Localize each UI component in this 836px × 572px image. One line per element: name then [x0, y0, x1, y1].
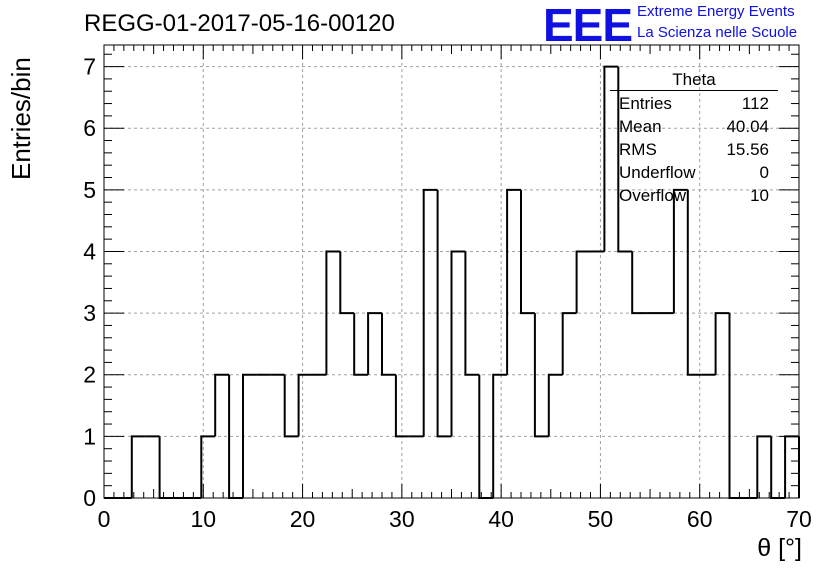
histogram-bin	[158, 436, 174, 499]
x-tick-label: 20	[290, 506, 316, 532]
eee-logo: EEE	[543, 0, 633, 51]
stats-value: 112	[741, 94, 769, 113]
logo-line-2: La Scienza nelle Scuole	[637, 24, 798, 41]
histogram-bin	[520, 189, 535, 315]
histogram-bin	[353, 313, 369, 376]
histogram-bin	[561, 312, 577, 375]
logo-line-1: Extreme Energy Events	[637, 3, 795, 20]
histogram-bin	[784, 435, 799, 498]
y-tick-label: 5	[83, 177, 96, 203]
y-axis-label: Entries/bin	[6, 57, 36, 180]
x-tick-label: 70	[786, 506, 812, 532]
y-tick-label: 2	[83, 362, 96, 388]
y-tick-label: 0	[83, 485, 96, 511]
histogram-bars	[104, 65, 800, 499]
histogram-bin	[381, 313, 396, 376]
stats-label: Mean	[619, 117, 662, 136]
stats-value: 10	[750, 186, 769, 205]
y-tick-label: 1	[83, 423, 96, 449]
histogram-bin	[325, 250, 341, 375]
tick-labels: 0 10 20 30 40 50 60 70 0 1 2 3 4 5 6 7	[83, 54, 812, 532]
histogram-bin	[492, 373, 508, 498]
histogram-bin	[450, 250, 466, 437]
axes	[103, 44, 800, 499]
x-tick-label: 40	[488, 506, 514, 532]
histogram-bin	[575, 250, 591, 314]
stats-label: Entries	[619, 94, 672, 113]
histogram-bin	[394, 374, 410, 438]
histogram-bin	[672, 188, 688, 314]
histogram-bin	[422, 188, 438, 437]
stats-label: Underflow	[619, 163, 696, 182]
histogram-bin	[631, 251, 647, 315]
x-tick-label: 30	[389, 506, 415, 532]
histogram-bin	[464, 251, 480, 376]
histogram-bin	[617, 66, 633, 253]
x-tick-label: 60	[687, 506, 713, 532]
y-tick-label: 3	[83, 300, 96, 326]
stats-value: 0	[759, 163, 769, 182]
histogram-bin	[686, 189, 702, 376]
histogram-bin	[214, 373, 230, 437]
stats-value: 15.56	[726, 140, 769, 159]
y-tick-label: 4	[83, 238, 96, 264]
stats-title: Theta	[672, 70, 716, 89]
histogram-bin	[297, 373, 313, 437]
histogram-bin	[506, 188, 521, 375]
x-tick-label: 0	[98, 506, 111, 532]
stats-divider	[610, 90, 778, 91]
x-axis-label: θ [°]	[757, 534, 802, 562]
x-tick-label: 50	[588, 506, 614, 532]
stats-label: RMS	[619, 140, 657, 159]
histogram-bin	[714, 312, 730, 375]
y-tick-label: 6	[83, 115, 96, 141]
y-tick-label: 7	[83, 54, 96, 80]
histogram-bin	[770, 436, 786, 499]
histogram-bin	[130, 435, 146, 498]
stats-label: Overflow	[619, 186, 687, 205]
histogram-bin	[728, 313, 744, 499]
histogram-bin	[200, 435, 216, 498]
histogram-bin	[756, 435, 772, 498]
histogram-bin	[367, 312, 382, 375]
histogram-bin	[283, 374, 299, 438]
x-tick-label: 10	[190, 506, 216, 532]
histogram-bin	[547, 373, 563, 437]
stats-box: Theta Entries 112 Mean 40.04 RMS 15.56 U…	[610, 66, 778, 216]
stats-value: 40.04	[726, 117, 769, 136]
chart-title: REGG-01-2017-05-16-00120	[84, 10, 395, 37]
histogram-bin	[242, 373, 257, 498]
histogram-bin	[533, 313, 549, 438]
histogram-bin	[603, 65, 619, 252]
histogram-bin	[436, 189, 452, 438]
histogram-bin	[478, 374, 494, 499]
histogram-bin	[339, 251, 355, 315]
